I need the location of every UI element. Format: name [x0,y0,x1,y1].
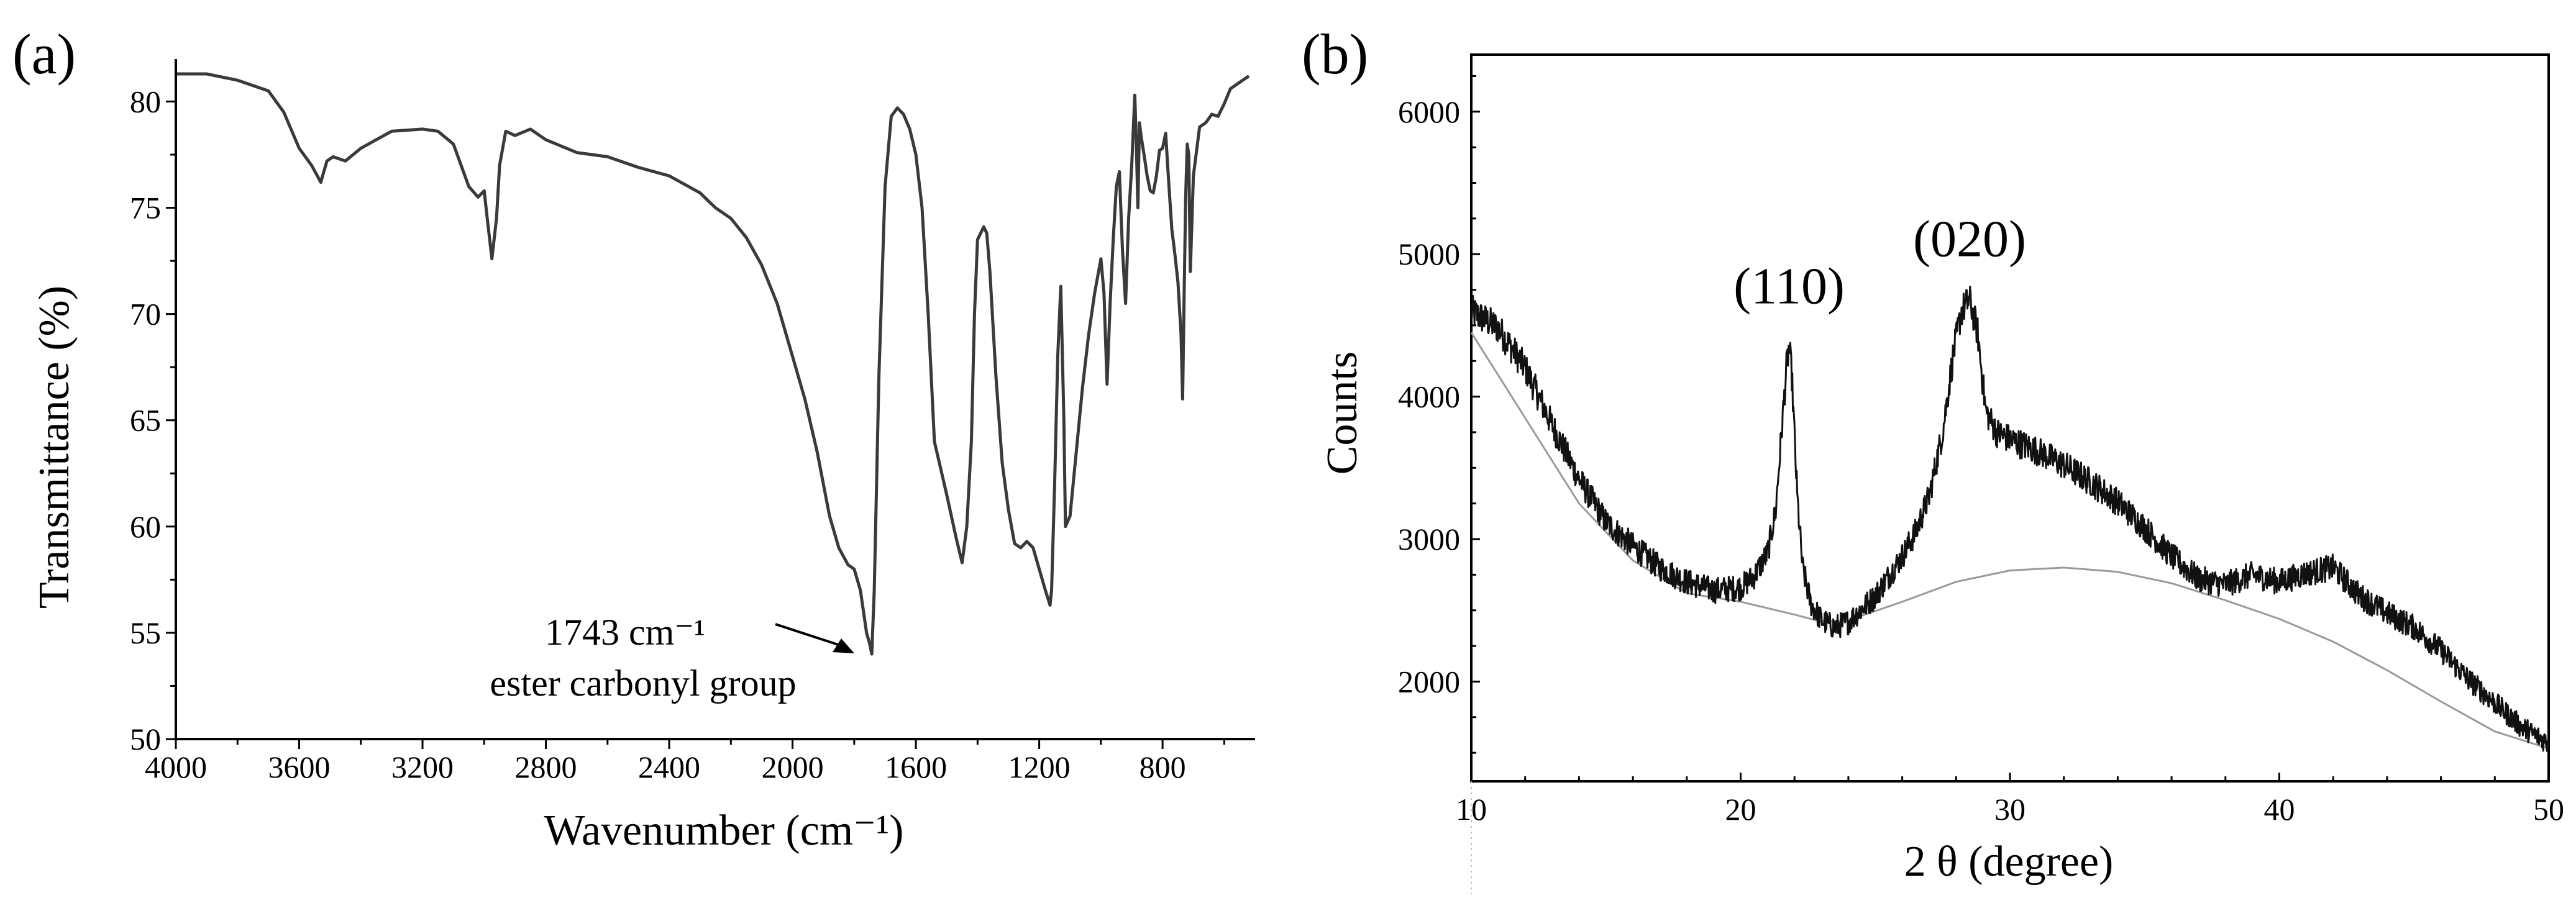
x-tick-label: 20 [1725,792,1756,827]
panel-b-x-axis-label: 2 θ (degree) [1904,838,2114,886]
y-tick-label: 70 [130,297,161,332]
annotation-group-label: ester carbonyl group [490,663,796,704]
panel-b-peak-labels: (110) (020) [1733,211,2026,316]
x-tick-label: 30 [1994,792,2026,827]
peak-label: (020) [1913,211,2026,268]
panel-a-y-ticks: 50 55 60 65 70 75 80 [130,84,176,756]
y-tick-label: 5000 [1398,237,1460,271]
panel-a-y-axis-label: Transmittance (%) [30,286,78,609]
panel-a-x-ticks: 4000 3600 3200 2800 2400 2000 1600 1200 800 [145,739,1225,784]
annotation-arrow-head [833,638,854,653]
y-tick-label: 3000 [1398,522,1460,556]
panel-a-annotation: 1743 cm⁻¹ ester carbonyl group [490,612,854,704]
y-tick-label: 55 [130,615,161,650]
panel-b-plot-frame [1470,53,2550,783]
annotation-arrow-line [775,623,843,647]
y-tick-label: 75 [130,191,161,225]
panel-a-curve-layer [176,72,1250,656]
panel-a-axes [175,59,1255,740]
panel-b-y-ticks: 2000 3000 4000 5000 6000 [1398,75,1480,754]
y-tick-label: 4000 [1398,379,1460,414]
x-tick-label: 4000 [145,750,207,784]
y-tick-label: 65 [130,403,161,438]
panel-b-curve-layer [1470,285,2550,752]
x-tick-label: 10 [1456,792,1487,827]
x-tick-label: 3600 [268,750,331,784]
y-tick-label: 2000 [1398,664,1460,699]
panel-b-xrd-chart: (b) 10 20 30 40 50 2000 3000 4000 5000 6000 (110… [1302,22,2564,894]
x-tick-label: 40 [2264,792,2295,827]
annotation-wavenumber-label: 1743 cm⁻¹ [545,612,705,653]
y-tick-label: 50 [130,722,161,756]
y-tick-label: 6000 [1398,94,1460,129]
y-tick-label: 60 [130,509,161,544]
panel-b-frame [1470,53,2550,894]
x-tick-label: 800 [1140,750,1186,784]
x-tick-label: 1600 [885,750,947,784]
panel-a-label: (a) [12,22,76,86]
panel-b-y-axis-label: Counts [1318,352,1366,474]
x-tick-label: 2800 [515,750,577,784]
panel-b-x-ticks: 10 20 30 40 50 [1456,773,2564,827]
xrd-counts-line [1470,285,2550,752]
panel-b-label: (b) [1302,22,1368,86]
x-tick-label: 3200 [391,750,454,784]
y-tick-label: 80 [130,84,161,119]
panel-a-ftir-chart: (a) 4000 3600 3200 2800 2400 2000 1600 1200 800 … [12,22,1255,855]
ftir-transmittance-line [176,72,1250,656]
panel-a-x-axis-label: Wavenumber (cm⁻¹) [544,807,903,855]
peak-label: (110) [1733,257,1845,315]
x-tick-label: 2400 [638,750,700,784]
x-tick-label: 2000 [762,750,824,784]
x-tick-label: 50 [2533,792,2564,827]
x-tick-label: 1200 [1008,750,1071,784]
